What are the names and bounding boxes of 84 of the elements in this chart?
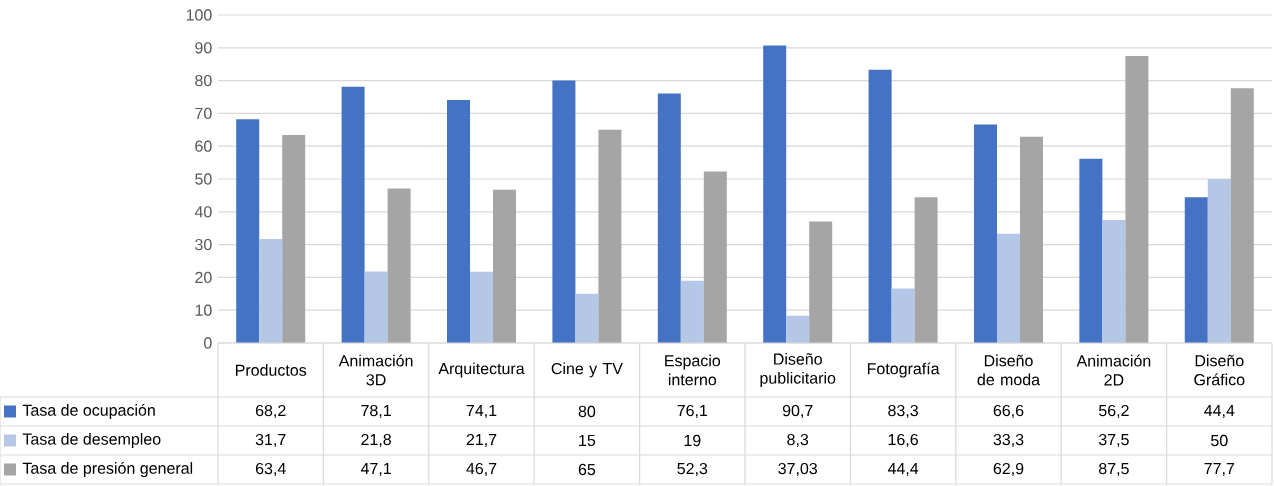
- data-label: 90,7: [782, 404, 813, 419]
- data-label: 50: [1211, 434, 1228, 447]
- bar: [657, 93, 681, 343]
- data-label: 16,6: [888, 433, 918, 448]
- bar: [236, 119, 260, 343]
- data-label: 80: [578, 405, 596, 418]
- bar: [1184, 197, 1208, 343]
- data-label: 74,1: [466, 404, 497, 419]
- data-label: 66,6: [993, 404, 1024, 419]
- data-label: 37,03: [778, 462, 818, 477]
- y-tick-label: 80: [195, 74, 212, 87]
- bar: [680, 280, 704, 343]
- bar: [282, 135, 306, 343]
- x-tick-label: Productos: [236, 364, 307, 376]
- bar: [1125, 55, 1149, 343]
- x-tick-label: Diseño de moda: [977, 354, 1041, 386]
- y-tick-label: 40: [194, 206, 212, 218]
- bar: [364, 271, 388, 343]
- y-tick-label: 0: [204, 337, 212, 349]
- bar: [447, 99, 471, 343]
- x-tick-label: Animación 2D: [1076, 354, 1151, 386]
- data-label: 78,1: [361, 404, 391, 419]
- x-tick-label: Fotografía: [867, 362, 940, 378]
- data-label: 63,4: [255, 462, 286, 477]
- data-label: 87,5: [1099, 462, 1129, 477]
- bar: [973, 124, 997, 343]
- legend-label: Tasa de ocupación: [22, 403, 155, 420]
- y-tick-label: 50: [195, 173, 212, 185]
- data-label: 47,1: [360, 462, 391, 476]
- data-label: 44,4: [1204, 404, 1235, 419]
- y-tick-label: 20: [195, 271, 212, 284]
- bar: [1230, 88, 1254, 343]
- bar: [341, 86, 365, 343]
- y-tick-label: 30: [195, 238, 212, 251]
- bar: [1019, 136, 1043, 343]
- bar: [786, 315, 810, 343]
- bar: [1207, 178, 1231, 343]
- y-tick-label: 10: [195, 304, 212, 316]
- bar: [868, 69, 892, 343]
- bar: [493, 189, 517, 343]
- data-label: 44,4: [887, 462, 919, 476]
- data-label: 77,7: [1204, 462, 1235, 476]
- bar: [809, 221, 833, 343]
- data-label: 19: [684, 434, 701, 447]
- bar: [598, 129, 622, 343]
- data-label: 56,2: [1098, 404, 1129, 419]
- data-label: 8,3: [787, 433, 809, 448]
- bar: [996, 233, 1020, 343]
- bar: [763, 45, 787, 343]
- data-label: 83,3: [888, 404, 918, 419]
- x-tick-label: Animación 3D: [338, 354, 413, 386]
- x-tick-label: Diseño publicitario: [760, 353, 836, 387]
- data-label: 21,7: [466, 433, 497, 448]
- data-label: 15: [579, 434, 596, 447]
- x-tick-label: Arquitectura: [438, 362, 525, 378]
- x-tick-label: Cine y TV: [551, 362, 623, 378]
- bar: [575, 293, 599, 343]
- bar: [470, 271, 494, 343]
- x-tick-label: Diseño Gráfico: [1194, 354, 1245, 386]
- data-label: 52,3: [677, 462, 708, 477]
- data-label: 65: [578, 463, 596, 476]
- data-label: 76,1: [677, 404, 708, 419]
- data-label: 62,9: [993, 462, 1024, 477]
- bar: [387, 188, 411, 343]
- bar: [891, 288, 915, 343]
- bar: [1102, 219, 1126, 343]
- y-tick-label: 90: [195, 42, 212, 54]
- legend-label: Tasa de desempleo: [22, 433, 161, 448]
- y-tick-label: 60: [195, 140, 212, 152]
- legend-label: Tasa de presión general: [22, 461, 193, 478]
- x-tick-label: Espacio interno: [665, 354, 721, 386]
- data-label: 21,8: [361, 433, 391, 448]
- y-tick-label: 70: [195, 107, 212, 120]
- bar: [914, 197, 938, 343]
- data-label: 68,2: [255, 404, 286, 419]
- data-label: 31,7: [255, 433, 286, 448]
- data-label: 37,5: [1098, 433, 1129, 448]
- data-label: 46,7: [466, 462, 497, 477]
- bar: [552, 80, 576, 343]
- bar: [259, 239, 283, 343]
- bar: [703, 171, 727, 343]
- y-tick-label: 100: [186, 9, 212, 21]
- data-label: 33,3: [993, 433, 1024, 448]
- bar: [1079, 158, 1103, 343]
